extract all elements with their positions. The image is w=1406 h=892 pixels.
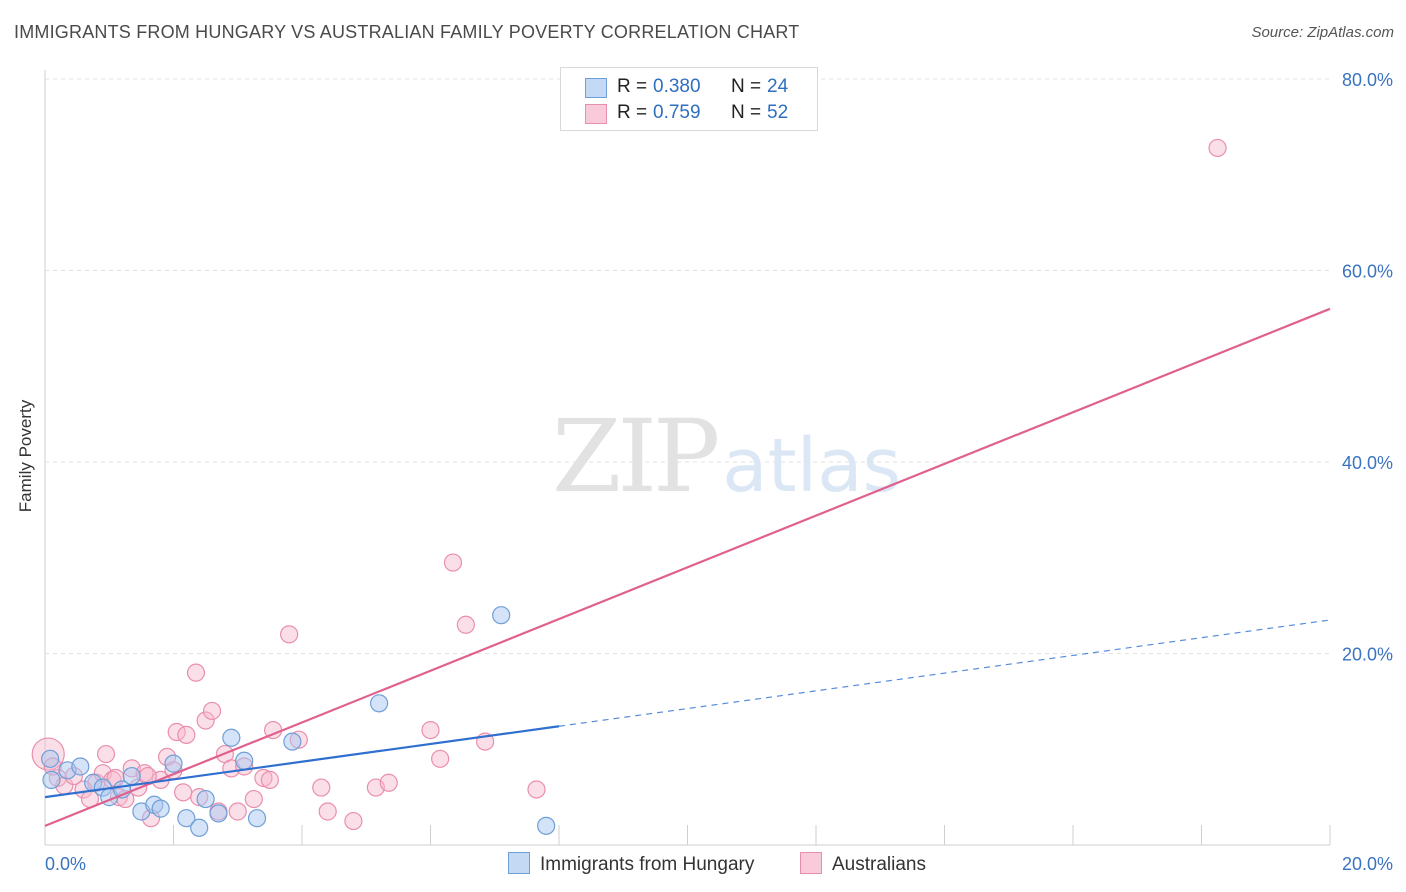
legend-n-label: N =	[731, 102, 762, 123]
point-australians	[421, 720, 440, 740]
point-hungary	[164, 754, 183, 773]
point-australians	[431, 749, 450, 768]
legend-n-value: 24	[767, 76, 789, 97]
y-tick-label: 80.0%	[1342, 70, 1393, 90]
point-hungary	[196, 789, 215, 809]
point-hungary	[122, 766, 141, 786]
point-australians	[260, 770, 279, 789]
point-australians	[174, 783, 193, 802]
point-australians	[254, 768, 273, 788]
y-tick-label: 60.0%	[1342, 262, 1393, 282]
y-tick-label: 40.0%	[1342, 453, 1393, 473]
point-australians	[186, 663, 206, 682]
point-australians	[443, 553, 463, 572]
point-australians	[228, 802, 247, 821]
point-hungary	[492, 606, 511, 625]
legend-n-label: N =	[731, 76, 762, 97]
legend-swatch-pink	[585, 104, 607, 124]
legend-n-value: 52	[767, 102, 789, 123]
bottom-legend-australians: Australians	[800, 852, 926, 876]
point-australians	[96, 744, 116, 764]
point-hungary	[151, 799, 170, 818]
legend-swatch-blue	[585, 78, 607, 98]
legend-r-label: R =	[617, 76, 648, 97]
point-hungary	[71, 757, 90, 776]
chart-title: IMMIGRANTS FROM HUNGARY VS AUSTRALIAN FA…	[14, 22, 800, 42]
point-hungary	[537, 816, 556, 835]
legend-r-value: 0.380	[653, 76, 701, 97]
point-hungary	[190, 818, 209, 837]
bottom-legend-label: Immigrants from Hungary	[540, 854, 755, 875]
point-hungary	[42, 770, 61, 789]
point-hungary	[222, 728, 241, 747]
point-australians	[280, 625, 299, 644]
point-hungary	[41, 749, 60, 768]
point-hungary	[247, 809, 267, 828]
point-hungary	[283, 732, 302, 751]
y-tick-label: 20.0%	[1342, 645, 1393, 665]
point-australians	[244, 789, 263, 809]
x-tick-label: 0.0%	[45, 854, 86, 874]
point-hungary	[235, 751, 254, 770]
point-hungary	[209, 804, 228, 823]
watermark-zip: ZIP	[552, 398, 720, 515]
bottom-legend-swatch-blue	[508, 852, 530, 874]
source-label: Source: ZipAtlas.com	[1251, 24, 1394, 41]
legend-r-value: 0.759	[653, 102, 701, 123]
point-australians	[177, 725, 196, 744]
trendline-hungary	[44, 725, 560, 799]
bottom-legend-hungary: Immigrants from Hungary	[508, 852, 754, 876]
legend: R = 0.380 N = 24 R = 0.759 N = 52	[560, 67, 818, 131]
trendline-hungary-projection	[558, 619, 1331, 727]
point-australians	[379, 773, 398, 792]
bottom-legend-swatch-pink	[800, 852, 822, 874]
point-australians	[344, 811, 363, 831]
legend-r-label: R =	[617, 102, 648, 123]
trendline-australians	[44, 307, 1331, 827]
point-australians	[318, 802, 337, 821]
point-australians	[202, 701, 222, 721]
point-australians	[196, 711, 215, 730]
point-hungary	[177, 809, 196, 828]
point-australians	[456, 615, 475, 634]
point-hungary	[370, 694, 389, 713]
point-australians	[312, 778, 331, 797]
bottom-legend-label: Australians	[832, 854, 926, 875]
x-tick-label: 20.0%	[1342, 854, 1393, 874]
watermark-atlas: atlas	[722, 423, 902, 509]
watermark: ZIPatlas	[552, 398, 901, 515]
point-australians	[1208, 138, 1227, 158]
point-australians	[527, 780, 546, 799]
